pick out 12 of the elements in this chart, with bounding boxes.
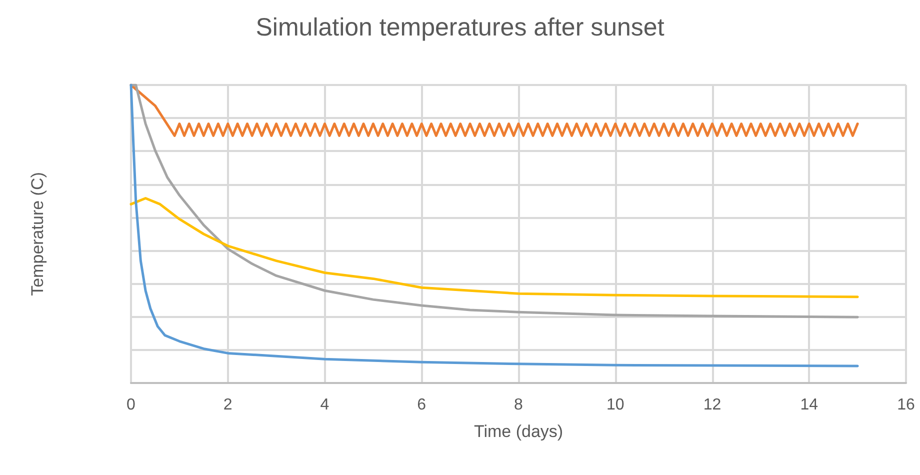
chart-title: Simulation temperatures after sunset <box>256 14 664 42</box>
x-tick-label: 2 <box>223 396 232 414</box>
x-tick-label: 14 <box>800 396 818 414</box>
y-axis-title: Temperature (C) <box>28 172 47 296</box>
x-tick-label: 6 <box>417 396 426 414</box>
x-tick-label: 16 <box>897 396 915 414</box>
x-tick-label: 0 <box>126 396 136 414</box>
x-axis-title: Time (days) <box>474 422 564 441</box>
x-tick-label: 12 <box>703 396 722 414</box>
x-tick-label: 8 <box>514 396 524 414</box>
x-tick-label: 10 <box>606 396 624 414</box>
x-tick-label: 4 <box>320 396 330 414</box>
